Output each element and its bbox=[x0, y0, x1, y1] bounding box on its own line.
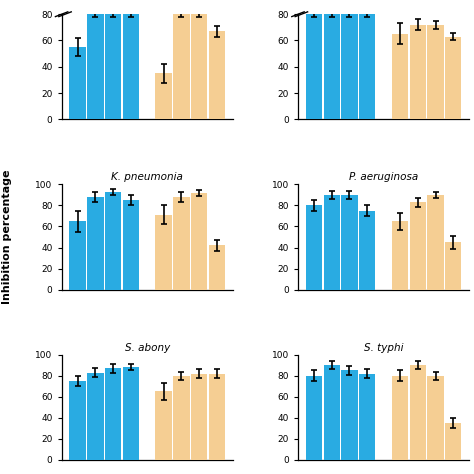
Bar bbox=[87, 14, 103, 119]
Title: S. typhi: S. typhi bbox=[364, 343, 403, 353]
Bar bbox=[341, 195, 358, 290]
Bar bbox=[359, 211, 375, 290]
Bar bbox=[324, 365, 340, 460]
Bar bbox=[69, 381, 86, 460]
Bar bbox=[69, 47, 86, 119]
Bar bbox=[324, 195, 340, 290]
Bar bbox=[173, 14, 190, 119]
Bar bbox=[445, 423, 462, 460]
Bar bbox=[359, 14, 375, 119]
Bar bbox=[209, 31, 225, 119]
Bar bbox=[155, 73, 172, 119]
Bar bbox=[209, 374, 225, 460]
Bar bbox=[123, 14, 139, 119]
Bar bbox=[155, 392, 172, 460]
Bar bbox=[306, 376, 322, 460]
Bar bbox=[341, 371, 358, 460]
Bar bbox=[392, 376, 408, 460]
Bar bbox=[123, 367, 139, 460]
Bar bbox=[173, 197, 190, 290]
Bar bbox=[306, 14, 322, 119]
Bar bbox=[69, 221, 86, 290]
Title: P. aeruginosa: P. aeruginosa bbox=[349, 172, 418, 182]
Bar bbox=[191, 193, 207, 290]
Bar bbox=[87, 197, 103, 290]
Bar bbox=[445, 36, 462, 119]
Bar bbox=[341, 14, 358, 119]
Bar bbox=[359, 374, 375, 460]
Bar bbox=[428, 195, 444, 290]
Bar bbox=[445, 242, 462, 290]
Title: S. abony: S. abony bbox=[125, 343, 170, 353]
Bar bbox=[155, 215, 172, 290]
Title: K. pneumonia: K. pneumonia bbox=[111, 172, 183, 182]
Bar bbox=[410, 365, 426, 460]
Text: Inhibition percentage: Inhibition percentage bbox=[2, 170, 12, 304]
Bar bbox=[392, 221, 408, 290]
Bar bbox=[191, 374, 207, 460]
Bar bbox=[392, 34, 408, 119]
Bar bbox=[87, 373, 103, 460]
Bar bbox=[105, 192, 121, 290]
Bar bbox=[123, 200, 139, 290]
Bar bbox=[173, 376, 190, 460]
Bar bbox=[105, 368, 121, 460]
Bar bbox=[410, 202, 426, 290]
Bar bbox=[428, 376, 444, 460]
Bar bbox=[428, 25, 444, 119]
Bar bbox=[209, 246, 225, 290]
Bar bbox=[105, 14, 121, 119]
Bar bbox=[324, 14, 340, 119]
Bar bbox=[410, 25, 426, 119]
Bar bbox=[306, 205, 322, 290]
Bar bbox=[191, 14, 207, 119]
